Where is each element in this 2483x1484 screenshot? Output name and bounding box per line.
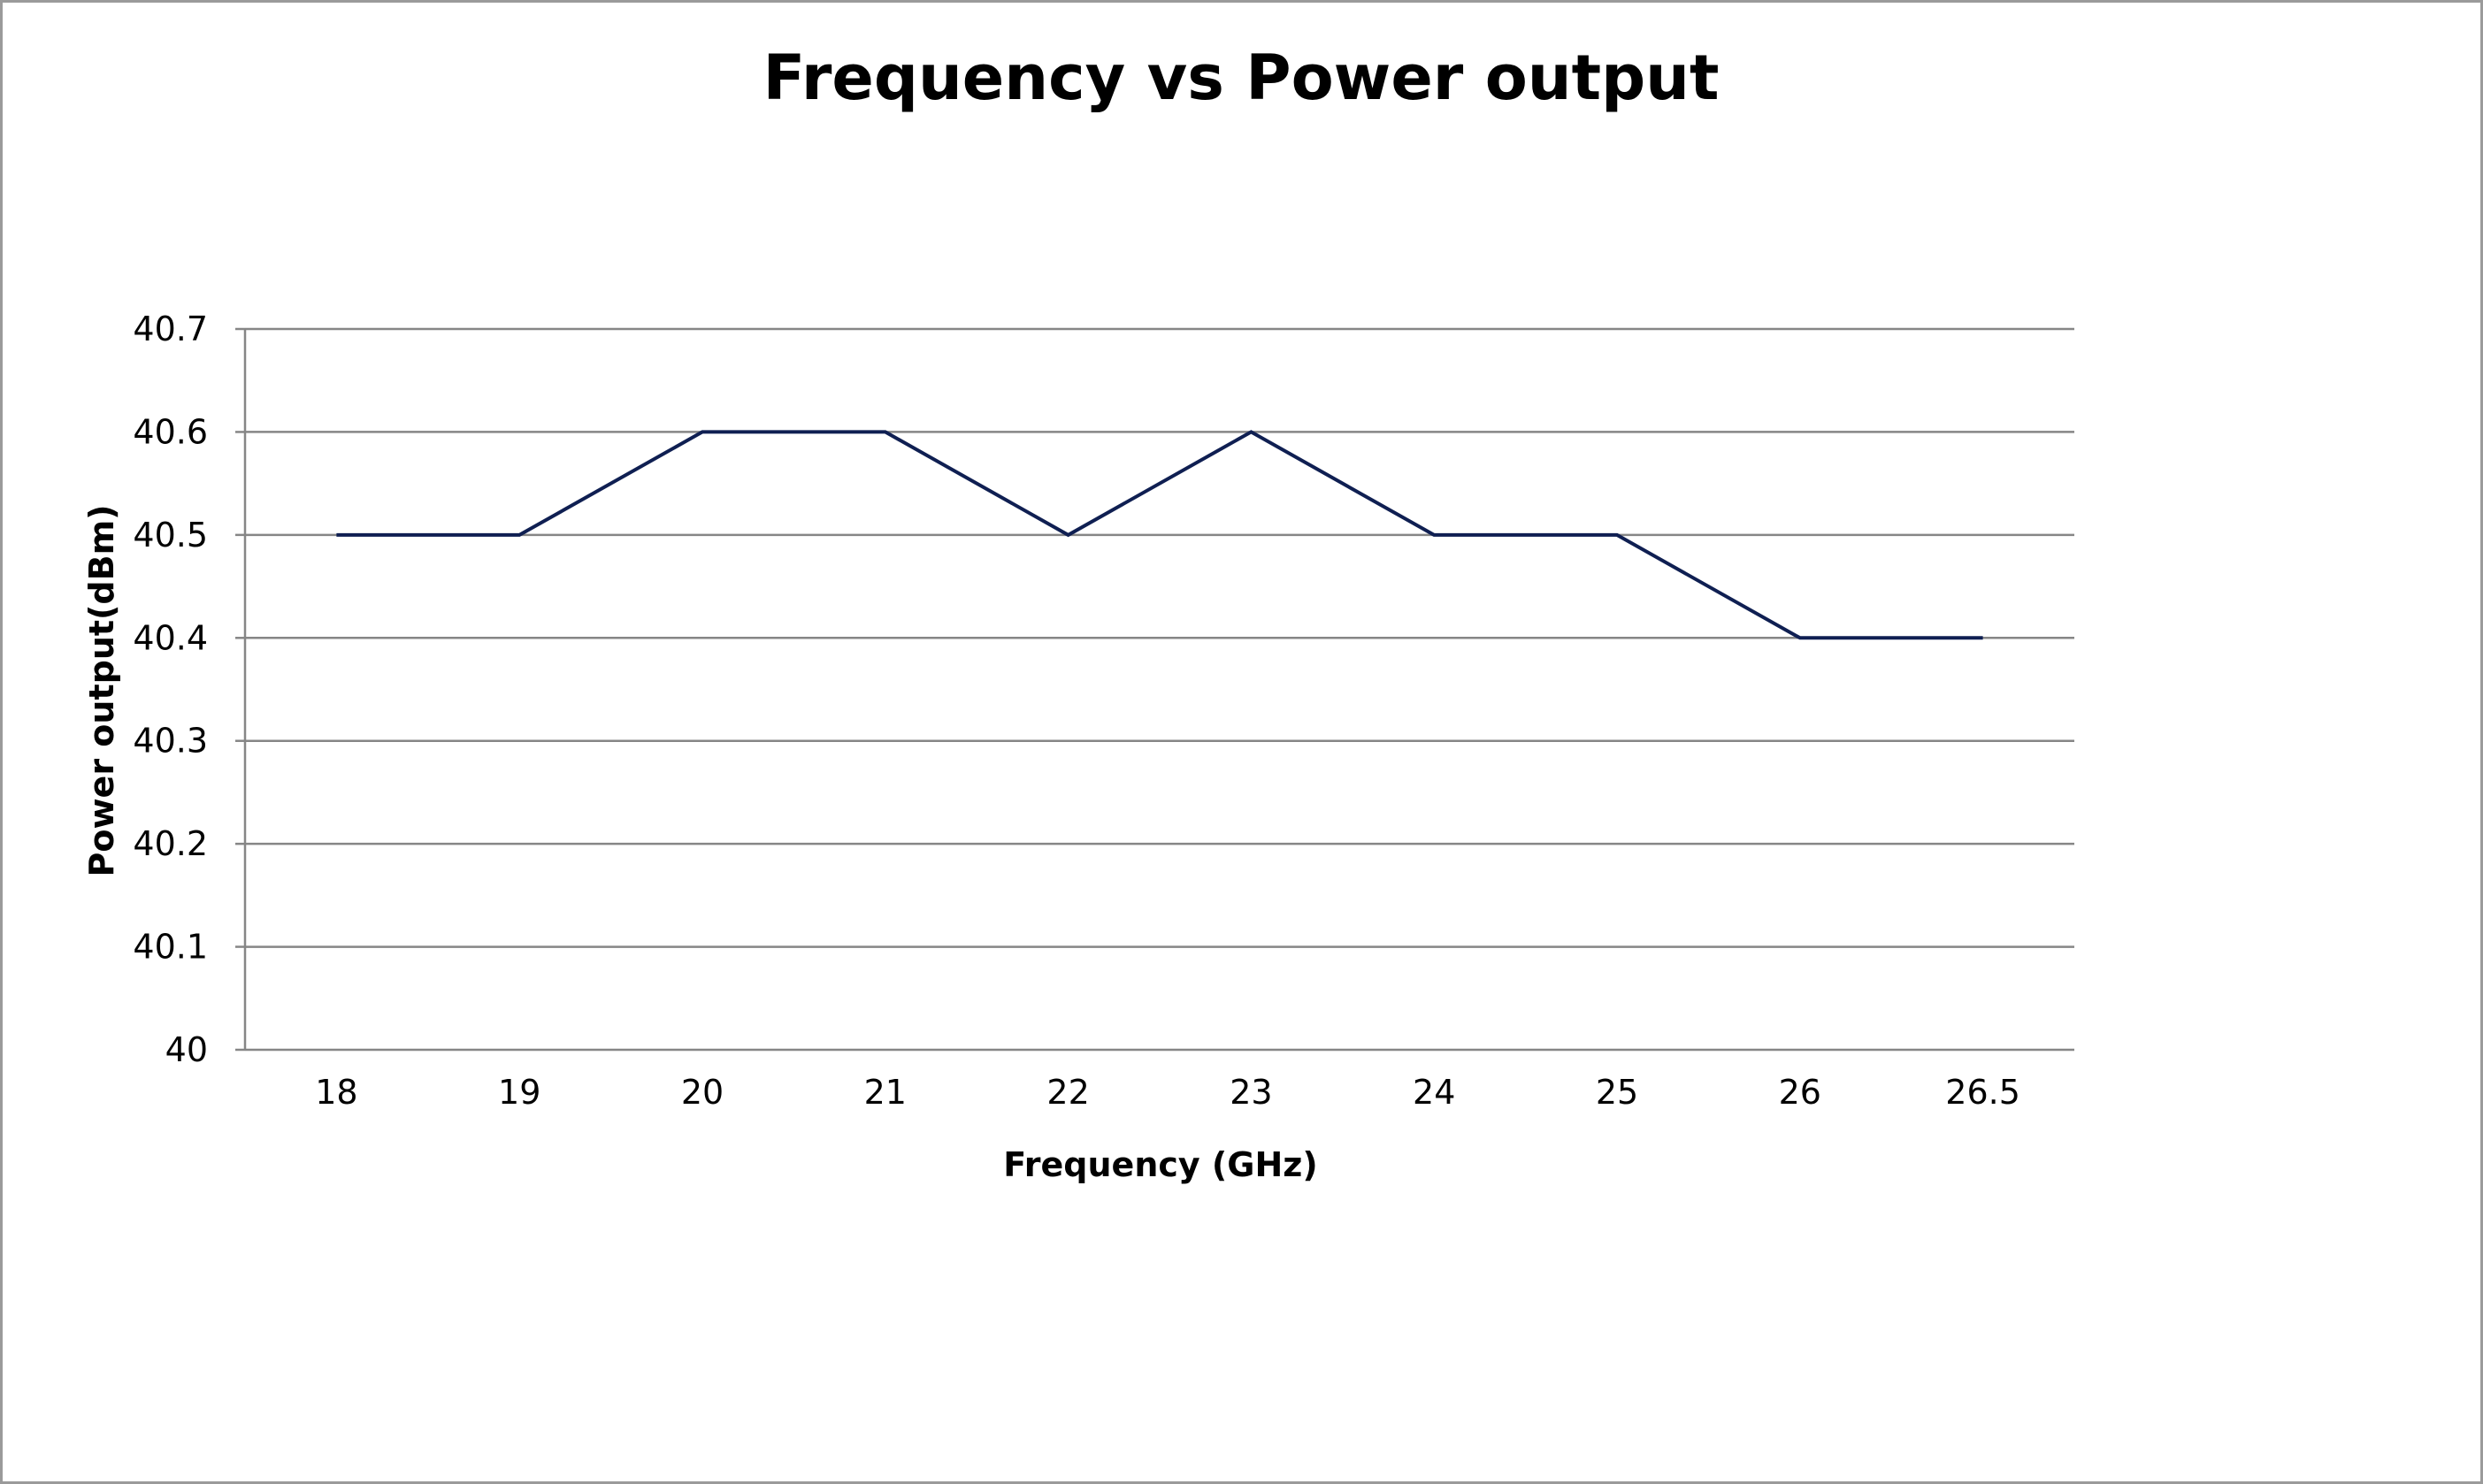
y-tick-label: 40.5 [133, 516, 208, 555]
x-tick-label: 22 [1046, 1073, 1089, 1112]
series-lines [336, 430, 1983, 640]
y-axis-title: Power output(dBm) [82, 504, 121, 876]
x-tick-label: 18 [315, 1073, 357, 1112]
gridlines [245, 327, 2074, 948]
x-tick-label: 26.5 [1945, 1073, 2020, 1112]
x-tick-label: 20 [681, 1073, 724, 1112]
y-tick-label: 40.4 [133, 618, 208, 657]
y-tick-labels: 40 40.1 40.2 40.3 40.4 40.5 40.6 40.7 [133, 310, 208, 1069]
y-tick-label: 40.1 [133, 928, 208, 967]
y-tick-label: 40.6 [133, 412, 208, 451]
axes [235, 327, 2074, 1052]
y-tick-label: 40 [165, 1030, 208, 1069]
y-tick-label: 40.3 [133, 722, 208, 761]
chart-title: Frequency vs Power output [763, 42, 1720, 114]
x-tick-labels: 18 19 20 21 22 23 24 25 26 26.5 [315, 1073, 2020, 1112]
series-line [336, 430, 1983, 640]
x-tick-label: 24 [1413, 1073, 1455, 1112]
x-tick-label: 26 [1779, 1073, 1821, 1112]
y-tick-label: 40.2 [133, 824, 208, 863]
x-axis-title: Frequency (GHz) [1003, 1145, 1318, 1184]
x-tick-label: 19 [498, 1073, 540, 1112]
x-tick-label: 23 [1230, 1073, 1272, 1112]
y-tick-label: 40.7 [133, 310, 208, 348]
x-tick-label: 21 [864, 1073, 907, 1112]
x-tick-label: 25 [1596, 1073, 1638, 1112]
